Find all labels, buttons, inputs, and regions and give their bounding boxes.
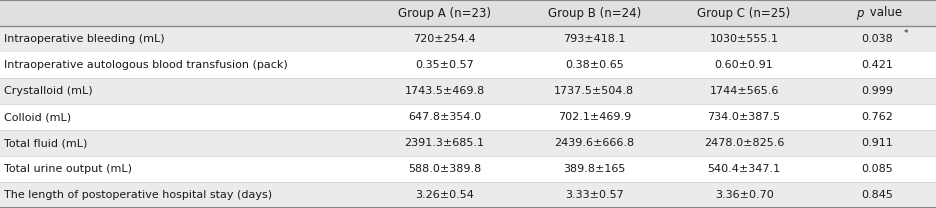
Text: Intraoperative autologous blood transfusion (pack): Intraoperative autologous blood transfus…	[4, 60, 287, 70]
Bar	[0, 52, 936, 78]
Bar	[0, 130, 936, 156]
Text: 0.911: 0.911	[862, 138, 893, 148]
Text: 1030±555.1: 1030±555.1	[709, 34, 779, 44]
Text: *: *	[903, 29, 908, 38]
Text: Intraoperative bleeding (mL): Intraoperative bleeding (mL)	[4, 34, 165, 44]
Text: Crystalloid (mL): Crystalloid (mL)	[4, 86, 93, 96]
Bar	[0, 78, 936, 104]
Text: Group B (n=24): Group B (n=24)	[548, 6, 641, 20]
Text: 0.60±0.91: 0.60±0.91	[715, 60, 773, 70]
Text: 0.999: 0.999	[861, 86, 894, 96]
Text: 734.0±387.5: 734.0±387.5	[708, 112, 781, 122]
Text: 1737.5±504.8: 1737.5±504.8	[554, 86, 635, 96]
Text: 3.26±0.54: 3.26±0.54	[416, 190, 474, 200]
Bar	[0, 0, 936, 26]
Text: 0.38±0.65: 0.38±0.65	[565, 60, 623, 70]
Text: 588.0±389.8: 588.0±389.8	[408, 164, 481, 174]
Bar	[0, 182, 936, 208]
Text: 389.8±165: 389.8±165	[563, 164, 625, 174]
Bar	[0, 156, 936, 182]
Text: 702.1±469.9: 702.1±469.9	[558, 112, 631, 122]
Text: Group A (n=23): Group A (n=23)	[398, 6, 491, 20]
Text: 1743.5±469.8: 1743.5±469.8	[404, 86, 485, 96]
Text: 0.845: 0.845	[861, 190, 894, 200]
Text: 2439.6±666.8: 2439.6±666.8	[554, 138, 635, 148]
Text: 3.33±0.57: 3.33±0.57	[565, 190, 623, 200]
Text: 0.038: 0.038	[862, 34, 893, 44]
Text: 0.421: 0.421	[861, 60, 894, 70]
Text: 3.36±0.70: 3.36±0.70	[715, 190, 773, 200]
Bar	[0, 104, 936, 130]
Bar	[0, 26, 936, 52]
Text: Group C (n=25): Group C (n=25)	[697, 6, 791, 20]
Text: 2391.3±685.1: 2391.3±685.1	[404, 138, 485, 148]
Text: 647.8±354.0: 647.8±354.0	[408, 112, 481, 122]
Text: The length of postoperative hospital stay (days): The length of postoperative hospital sta…	[4, 190, 271, 200]
Text: 0.762: 0.762	[861, 112, 894, 122]
Text: 0.085: 0.085	[862, 164, 893, 174]
Text: value: value	[867, 6, 902, 20]
Text: 1744±565.6: 1744±565.6	[709, 86, 779, 96]
Text: Total urine output (mL): Total urine output (mL)	[4, 164, 132, 174]
Text: 0.35±0.57: 0.35±0.57	[416, 60, 474, 70]
Text: Colloid (mL): Colloid (mL)	[4, 112, 71, 122]
Text: 720±254.4: 720±254.4	[414, 34, 475, 44]
Text: 793±418.1: 793±418.1	[563, 34, 625, 44]
Text: 540.4±347.1: 540.4±347.1	[708, 164, 781, 174]
Text: 2478.0±825.6: 2478.0±825.6	[704, 138, 784, 148]
Text: Total fluid (mL): Total fluid (mL)	[4, 138, 87, 148]
Text: p: p	[856, 6, 864, 20]
